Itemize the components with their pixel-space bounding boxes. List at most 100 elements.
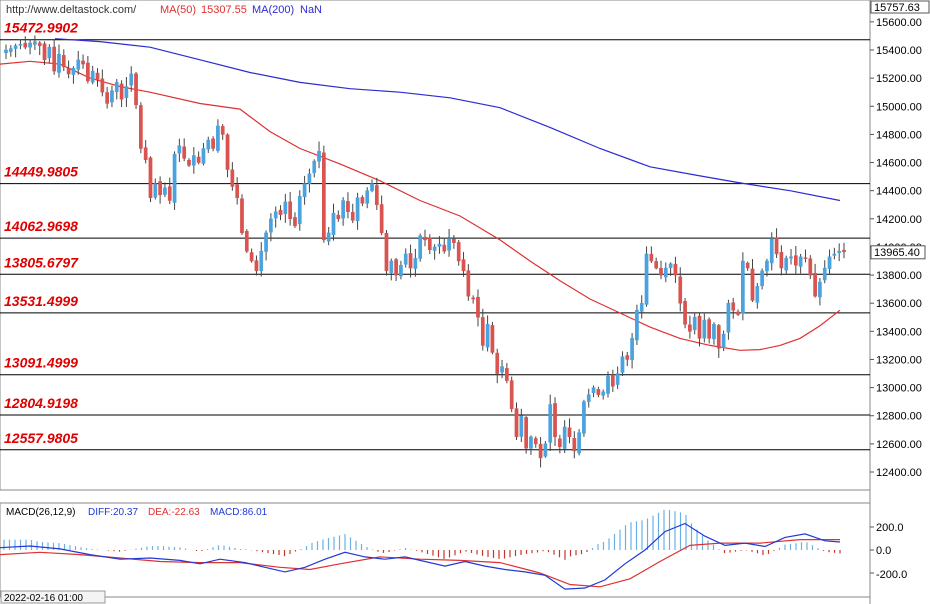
candle-body bbox=[403, 253, 408, 265]
macd-dea-label: DEA:-22.63 bbox=[148, 507, 200, 518]
price-tick-label: 12400.00 bbox=[876, 467, 922, 479]
candle-body bbox=[235, 184, 240, 198]
candle-body bbox=[586, 394, 591, 402]
candle-body bbox=[644, 253, 649, 305]
candle-body bbox=[389, 260, 394, 274]
support-resistance-levels: 15472.9902 14449.9805 14062.9698 13805.6797… bbox=[0, 20, 870, 451]
site-url: http://www.deltastock.com/ bbox=[6, 4, 137, 16]
candle-body bbox=[524, 417, 528, 449]
candle-body bbox=[837, 250, 842, 253]
price-tick-label: 14400.00 bbox=[876, 186, 922, 198]
candle-body bbox=[765, 260, 769, 272]
candle-body bbox=[779, 252, 784, 269]
candle-body bbox=[827, 256, 832, 269]
candle-body bbox=[42, 43, 47, 61]
candle-body bbox=[206, 139, 211, 150]
candle-body bbox=[697, 315, 702, 339]
macd-title: MACD(26,12,9) bbox=[6, 507, 75, 518]
candle-body bbox=[471, 297, 476, 300]
ma50-label: MA(50) bbox=[160, 4, 196, 16]
price-tick-label: 13000.00 bbox=[876, 383, 922, 395]
candle-body bbox=[13, 45, 18, 49]
level-label: 14449.9805 bbox=[4, 164, 78, 180]
candle-body bbox=[538, 443, 543, 459]
candle-body bbox=[803, 257, 808, 259]
candle-body bbox=[793, 255, 798, 266]
candle-body bbox=[591, 387, 596, 394]
candle-body bbox=[485, 324, 490, 348]
candle-body bbox=[461, 259, 466, 272]
candle-body bbox=[129, 73, 134, 86]
candle-body bbox=[134, 73, 138, 106]
price-tick-label: 14800.00 bbox=[876, 129, 922, 141]
candle-body bbox=[452, 238, 456, 243]
candle-body bbox=[750, 268, 755, 301]
candle-body bbox=[259, 250, 264, 271]
level-label: 12557.9805 bbox=[4, 430, 78, 446]
candle-body bbox=[745, 262, 750, 269]
candle-body bbox=[610, 374, 615, 387]
price-tick-label: 13200.00 bbox=[876, 354, 922, 366]
candle-body bbox=[567, 427, 572, 438]
candle-body bbox=[663, 267, 668, 278]
candle-body bbox=[635, 309, 639, 341]
macd-tick-200: 200.0 bbox=[876, 522, 904, 534]
candle-body bbox=[191, 155, 196, 166]
candle-body bbox=[216, 125, 220, 151]
candle-body bbox=[562, 426, 567, 449]
candle-body bbox=[283, 201, 288, 214]
candle-body bbox=[302, 183, 307, 198]
candle-body bbox=[57, 53, 61, 73]
candle-body bbox=[774, 237, 779, 255]
candle-body bbox=[211, 138, 215, 149]
candle-body bbox=[119, 83, 124, 100]
candle-body bbox=[442, 244, 447, 252]
candle-body bbox=[355, 197, 360, 222]
date-box bbox=[0, 590, 106, 604]
price-tick-label: 15400.00 bbox=[876, 45, 922, 57]
top-price-box bbox=[870, 0, 930, 14]
candle-body bbox=[606, 376, 610, 394]
candle-body bbox=[572, 438, 577, 452]
candle-body bbox=[721, 333, 726, 348]
candle-body bbox=[182, 146, 187, 159]
candle-body bbox=[365, 190, 370, 204]
candle-body bbox=[842, 249, 846, 253]
last-price-box bbox=[870, 245, 926, 260]
candle-body bbox=[490, 325, 495, 353]
price-tick-label: 14200.00 bbox=[876, 214, 922, 226]
candle-body bbox=[620, 356, 625, 373]
candle-body bbox=[476, 296, 480, 318]
level-label: 13091.4999 bbox=[4, 355, 78, 371]
macd-diff-line bbox=[0, 522, 841, 590]
candle-body bbox=[577, 432, 581, 454]
candle-body bbox=[317, 151, 321, 162]
candle-body bbox=[707, 319, 711, 339]
price-tick-label: 15000.00 bbox=[876, 101, 922, 113]
candle-body bbox=[172, 153, 177, 203]
candle-body bbox=[81, 60, 85, 65]
candle-body bbox=[654, 261, 659, 269]
candle-body bbox=[312, 160, 317, 174]
price-tick-label: 13400.00 bbox=[876, 326, 922, 338]
candle-body bbox=[514, 408, 519, 438]
level-label: 13531.4999 bbox=[4, 293, 78, 309]
candle-body bbox=[288, 201, 292, 220]
candle-body bbox=[341, 200, 345, 219]
price-axis: 12400.00 12600.00 12800.00 13000.00 13200.00… bbox=[870, 17, 922, 479]
macd-diff-label: DIFF:20.37 bbox=[88, 507, 138, 518]
candle-body bbox=[741, 260, 745, 314]
candle-body bbox=[66, 68, 71, 75]
candle-body bbox=[437, 243, 442, 247]
candle-body bbox=[548, 404, 553, 443]
candle-body bbox=[326, 232, 331, 242]
candle-body bbox=[105, 92, 109, 104]
candle-body bbox=[331, 212, 336, 236]
candle-body bbox=[798, 256, 803, 267]
candle-body bbox=[456, 242, 461, 262]
candle-body bbox=[769, 238, 774, 264]
candle-body bbox=[273, 211, 278, 219]
candle-body bbox=[114, 82, 119, 93]
top-price: 15757.63 bbox=[874, 2, 920, 14]
